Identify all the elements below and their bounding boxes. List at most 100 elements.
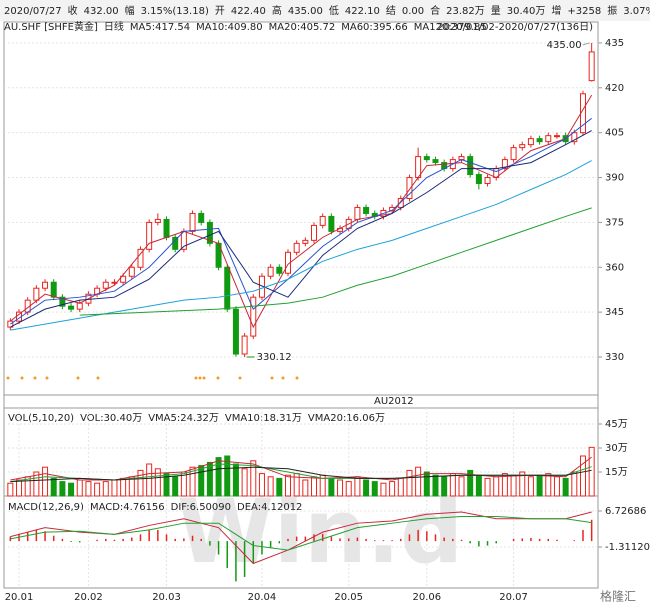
volume-bar (154, 468, 161, 497)
candle-body (206, 221, 213, 244)
macd-line (10, 515, 592, 551)
volume-bar (501, 473, 508, 497)
volume-bar (337, 479, 344, 497)
volume-bar (432, 474, 439, 497)
candle-body (163, 218, 170, 238)
volume-bar (7, 482, 14, 497)
volume-bar (571, 471, 578, 497)
candle-body (59, 296, 66, 307)
volume-bar (371, 481, 378, 497)
legend-item: 开 (215, 6, 225, 17)
candle-body (102, 281, 109, 289)
legend-item: 量 (491, 5, 501, 17)
volume-bar (146, 463, 153, 497)
volume-bar (345, 481, 352, 497)
volume-bar (423, 471, 430, 497)
candle-body (571, 132, 578, 143)
volume-bar (493, 476, 500, 497)
event-dots (6, 376, 299, 380)
candle-body (527, 138, 534, 146)
volume-bar (579, 455, 586, 497)
legend-item: VMA10:18.31万 (225, 413, 302, 424)
volume-bar (206, 461, 213, 497)
volume-bar (284, 474, 291, 497)
volume-bar (120, 477, 127, 497)
x-tick-label: 20.01 (5, 592, 34, 603)
volume-bar (380, 482, 387, 497)
legend-item: MA10:409.80 (196, 22, 263, 33)
volume-bar (16, 479, 23, 497)
volume-bar (406, 469, 413, 497)
legend-item: 2020/07/27 (4, 6, 62, 17)
volume-bar (111, 479, 118, 497)
volume-bar (389, 481, 396, 497)
y-tick-label: 6.72686 (605, 506, 646, 517)
candle-body (328, 215, 335, 232)
volume-bar (94, 482, 101, 497)
volume-bar (76, 479, 83, 497)
annotation: 330.12 (257, 352, 292, 363)
volume-bar (588, 446, 595, 497)
candle-body (33, 287, 40, 301)
plot-frame (3, 21, 599, 589)
volume-bar (42, 466, 49, 497)
volume-bar (59, 481, 66, 497)
candle-body (319, 215, 326, 226)
candle-body (510, 147, 517, 161)
watermark: Win.d (177, 480, 463, 583)
y-tick-label: 345 (605, 307, 624, 318)
legend-item: MA60:395.66 (341, 22, 408, 33)
volume-bar (311, 476, 318, 497)
vma-line (10, 466, 592, 483)
candle-body (146, 221, 153, 250)
candle-body (42, 281, 49, 289)
candle-body (154, 218, 161, 223)
legend-item: VMA20:16.06万 (308, 413, 385, 424)
y-tick-label: 375 (605, 217, 624, 228)
quote-bar (0, 0, 650, 21)
candle-body (588, 51, 595, 82)
volume-bar (250, 460, 257, 497)
candle-body (501, 159, 508, 170)
annotation: 435.00 (547, 40, 582, 51)
volume-bar (467, 469, 474, 497)
legend-item: DEA:4.12012 (237, 502, 302, 513)
volume-bar (102, 481, 109, 497)
x-tick-label: 20.02 (74, 592, 103, 603)
ma-line (79, 207, 592, 316)
candle-body (250, 296, 257, 337)
legend-item: 3.07% (623, 6, 650, 17)
legend-item: DIF:6.50090 (171, 502, 231, 513)
y-tick-label: 360 (605, 262, 624, 273)
volume-bar (484, 477, 491, 497)
y-tick-label: 405 (605, 128, 624, 139)
volume-bar (449, 473, 456, 497)
y-tick-label: 435 (605, 38, 624, 49)
volume-bar (415, 466, 422, 497)
volume-bar (475, 474, 482, 497)
candle-body (232, 308, 239, 355)
candle-body (128, 266, 135, 277)
legend-item: VOL:30.40万 (80, 413, 142, 424)
legend-item: 增 (551, 4, 561, 17)
volume-bar (354, 476, 361, 497)
volume-bar (85, 481, 92, 497)
volume-bar (50, 477, 57, 497)
candle-body (137, 248, 144, 268)
vma-line (10, 456, 592, 481)
candle-body (406, 177, 413, 199)
volume-bar (241, 468, 248, 497)
candle-body (363, 206, 370, 214)
volume-bar (441, 476, 448, 497)
volume-bar (519, 471, 526, 497)
y-tick-label: 390 (605, 173, 624, 184)
candle-body (432, 159, 439, 164)
candle-body (198, 212, 205, 223)
candle-body (224, 266, 231, 310)
volume-bar (510, 474, 517, 497)
x-tick-label: 20.04 (248, 592, 277, 603)
volume-bar (68, 482, 75, 497)
legend-item: 高 (272, 4, 282, 17)
y-tick-label: 15万 (605, 467, 628, 478)
